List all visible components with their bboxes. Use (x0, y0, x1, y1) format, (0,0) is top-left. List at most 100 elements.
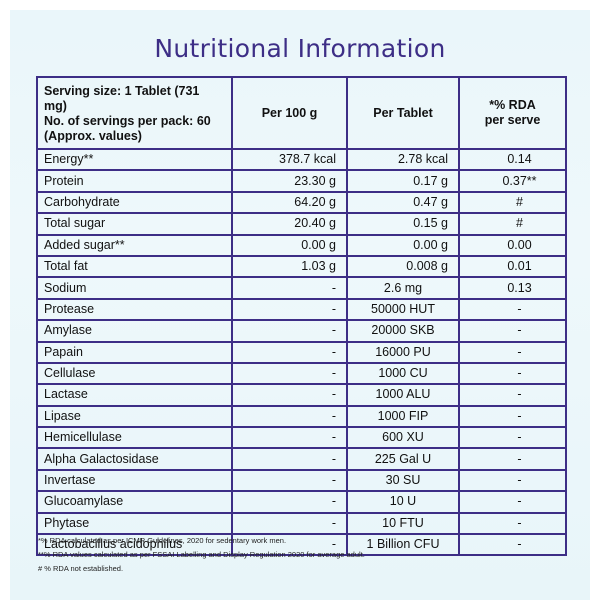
rda-header-line1: *% RDA (489, 98, 536, 112)
per-100g-value: - (231, 276, 348, 300)
rda-value: - (458, 468, 567, 493)
table-row: Lactase -1000 ALU - (36, 383, 567, 407)
nutrient-name: Energy** (36, 147, 233, 172)
rda-value: - (458, 404, 567, 429)
nutrient-name: Hemicellulase (36, 426, 233, 450)
per-100g-value: - (231, 490, 348, 514)
per-100g-value: - (231, 404, 348, 429)
per-tablet-value: 1 Billion CFU (346, 533, 460, 557)
nutrient-name: Lactase (36, 383, 233, 407)
rda-value: - (458, 340, 567, 364)
per-100g-value: 23.30 g (231, 169, 348, 193)
table-row: Cellulase -1000 CU - (36, 361, 567, 386)
rda-value: - (458, 361, 567, 386)
serving-size: Serving size: 1 Tablet (731 mg) (44, 84, 200, 113)
per-tablet-value: 10 FTU (346, 511, 460, 536)
footnote: # % RDA not established. (38, 564, 124, 573)
table-row: Glucoamylase -10 U- (36, 490, 567, 514)
table-row: Total fat 1.03 g 0.008 g 0.01 (36, 254, 567, 279)
rda-value: 0.13 (458, 276, 567, 300)
nutrient-name: Cellulase (36, 361, 233, 386)
per-tablet-value: 16000 PU (346, 340, 460, 364)
rda-header-line2: per serve (484, 113, 541, 127)
per-tablet-value: 0.15 g (346, 212, 460, 236)
table-row: Invertase -30 SU - (36, 468, 567, 493)
nutrient-name: Papain (36, 340, 233, 364)
table-row: Lipase -1000 FIP - (36, 404, 567, 429)
per-100g-value: 1.03 g (231, 254, 348, 279)
per-100g-value: 20.40 g (231, 212, 348, 236)
nutrient-name: Amylase (36, 319, 233, 343)
rda-value: - (458, 383, 567, 407)
nutrient-name: Protein (36, 169, 233, 193)
per-tablet-value: 0.008 g (346, 254, 460, 279)
per-100g-header: Per 100 g (231, 76, 348, 150)
per-100g-value: - (231, 340, 348, 364)
footnote: *% RDA calculated as per ICMR Guidelines… (38, 536, 287, 545)
rda-value: # (458, 190, 567, 215)
per-tablet-value: 10 U (346, 490, 460, 514)
per-100g-value: - (231, 511, 348, 536)
per-100g-value: 64.20 g (231, 190, 348, 215)
per-100g-value: - (231, 468, 348, 493)
nutrient-name: Phytase (36, 511, 233, 536)
per-tablet-value: 0.00 g (346, 233, 460, 257)
rda-header: *% RDA per serve (458, 76, 567, 150)
nutrient-name: Carbohydrate (36, 190, 233, 215)
per-tablet-value: 1000 CU (346, 361, 460, 386)
nutrient-name: Alpha Galactosidase (36, 447, 233, 471)
table-row: Alpha Galactosidase -225 Gal U- (36, 447, 567, 471)
nutrient-name: Total fat (36, 254, 233, 279)
per-tablet-value: 1000 FIP (346, 404, 460, 429)
nutrient-name: Lactobacillus acidophilus (36, 533, 233, 557)
per-100g-value: - (231, 383, 348, 407)
per-tablet-header: Per Tablet (346, 76, 460, 150)
table-row: Added sugar** 0.00 g 0.00 g 0.00 (36, 233, 567, 257)
rda-value: - (458, 426, 567, 450)
rda-value: # (458, 212, 567, 236)
table-row: Phytase -10 FTU - (36, 511, 567, 536)
per-100g-value: - (231, 361, 348, 386)
table-row: Sodium -2.6 mg 0.13 (36, 276, 567, 300)
approx-values-note: (Approx. values) (44, 129, 142, 143)
nutrient-name: Lipase (36, 404, 233, 429)
table-body: Energy** 378.7 kcal 2.78 kcal 0.14 Protein 23… (36, 147, 567, 557)
per-tablet-value: 20000 SKB (346, 319, 460, 343)
per-tablet-value: 30 SU (346, 468, 460, 493)
rda-value: 0.37** (458, 169, 567, 193)
per-tablet-value: 225 Gal U (346, 447, 460, 471)
nutrient-name: Invertase (36, 468, 233, 493)
table-header-row: Serving size: 1 Tablet (731 mg) No. of s… (36, 76, 567, 150)
per-tablet-value: 0.17 g (346, 169, 460, 193)
rda-value: - (458, 319, 567, 343)
footnote: **% RDA values calculated as per FSSAI L… (38, 550, 365, 559)
rda-value: - (458, 533, 567, 557)
per-100g-value: - (231, 319, 348, 343)
rda-value: 0.00 (458, 233, 567, 257)
rda-value: 0.14 (458, 147, 567, 172)
rda-value: - (458, 297, 567, 322)
per-tablet-value: 2.6 mg (346, 276, 460, 300)
nutrient-name: Protease (36, 297, 233, 322)
rda-value: - (458, 490, 567, 514)
table-row: Amylase -20000 SKB - (36, 319, 567, 343)
per-100g-value: - (231, 297, 348, 322)
table-row: Total sugar 20.40 g 0.15 g # (36, 212, 567, 236)
nutrition-table: Serving size: 1 Tablet (731 mg) No. of s… (36, 76, 567, 557)
per-100g-value: 378.7 kcal (231, 147, 348, 172)
rda-value: 0.01 (458, 254, 567, 279)
per-100g-value: - (231, 426, 348, 450)
table-row: Lactobacillus acidophilus -1 Billion CFU - (36, 533, 567, 557)
per-100g-value: - (231, 533, 348, 557)
rda-value: - (458, 511, 567, 536)
per-tablet-value: 600 XU (346, 426, 460, 450)
table-row: Protein 23.30 g 0.17 g 0.37** (36, 169, 567, 193)
table-row: Hemicellulase -600 XU - (36, 426, 567, 450)
nutrient-name: Sodium (36, 276, 233, 300)
per-tablet-value: 2.78 kcal (346, 147, 460, 172)
table-row: Carbohydrate 64.20 g 0.47 g # (36, 190, 567, 215)
nutrient-name: Glucoamylase (36, 490, 233, 514)
per-tablet-value: 1000 ALU (346, 383, 460, 407)
per-tablet-value: 50000 HUT (346, 297, 460, 322)
nutrient-name: Added sugar** (36, 233, 233, 257)
